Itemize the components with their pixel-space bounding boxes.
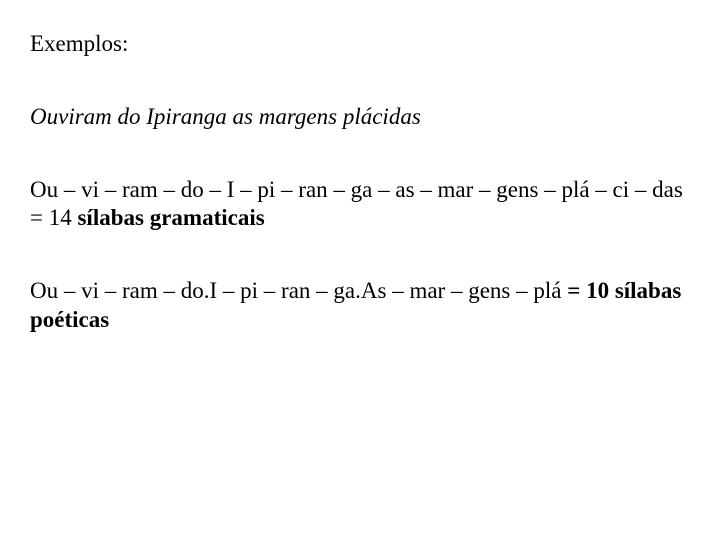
verse-line: Ouviram do Ipiranga as margens plácidas [30,103,690,132]
poetic-syllables-text: Ou – vi – ram – do.I – pi – ran – ga.As … [30,278,567,303]
heading: Exemplos: [30,30,690,59]
slide-body: Exemplos: Ouviram do Ipiranga as margens… [0,0,720,540]
grammatical-syllables-bold: sílabas gramaticais [77,205,264,230]
poetic-syllables: Ou – vi – ram – do.I – pi – ran – ga.As … [30,277,690,335]
grammatical-syllables: Ou – vi – ram – do – I – pi – ran – ga –… [30,176,690,234]
